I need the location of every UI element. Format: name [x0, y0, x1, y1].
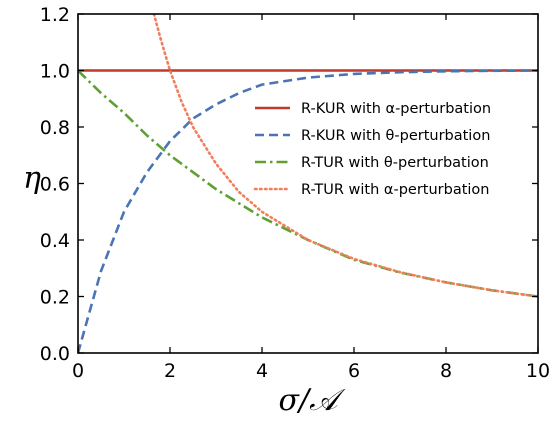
y-tick-label: 0.4 [40, 230, 70, 252]
x-tick-label: 8 [440, 360, 452, 382]
ticks-layer: 0 2 4 6 8 10 0.0 0.2 0.4 0.6 0.8 1.0 1.2 [40, 4, 550, 382]
x-tick-label: 4 [256, 360, 268, 382]
y-tick-label: 1.0 [40, 61, 70, 83]
x-axis-label: σ/𝒜 [279, 383, 347, 418]
y-tick-label: 1.2 [40, 4, 70, 26]
y-tick-label: 0.2 [40, 287, 70, 309]
series-line-2 [78, 69, 538, 353]
legend-label-4: R-TUR with α-perturbation [301, 182, 490, 198]
x-tick-label: 0 [72, 360, 84, 382]
legend-label-3: R-TUR with θ-perturbation [301, 155, 489, 171]
series-line-4 [152, 14, 538, 298]
x-tick-label: 2 [164, 360, 176, 382]
y-tick-label: 0.6 [40, 174, 70, 196]
x-tick-label: 6 [348, 360, 360, 382]
y-tick-label: 0.0 [40, 343, 70, 365]
series-layer [78, 14, 538, 353]
legend: R-KUR with α-perturbation R-KUR with θ-pe… [253, 101, 491, 198]
legend-label-1: R-KUR with α-perturbation [301, 101, 491, 117]
y-tick-label: 0.8 [40, 117, 70, 139]
x-tick-label: 10 [526, 360, 550, 382]
legend-label-2: R-KUR with θ-perturbation [301, 128, 490, 144]
y-axis-label: η [23, 161, 41, 196]
series-line-3 [78, 69, 538, 298]
